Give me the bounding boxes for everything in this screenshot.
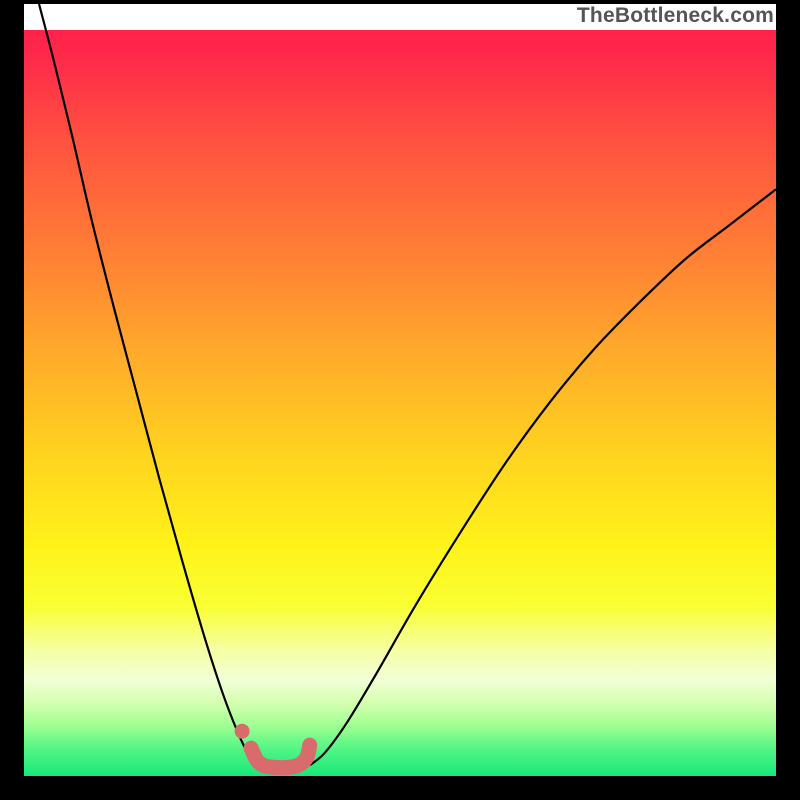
plot-frame — [24, 4, 776, 776]
chart-area — [24, 4, 776, 776]
trough-marker-dot — [235, 724, 250, 739]
watermark-text: TheBottleneck.com — [577, 4, 774, 28]
